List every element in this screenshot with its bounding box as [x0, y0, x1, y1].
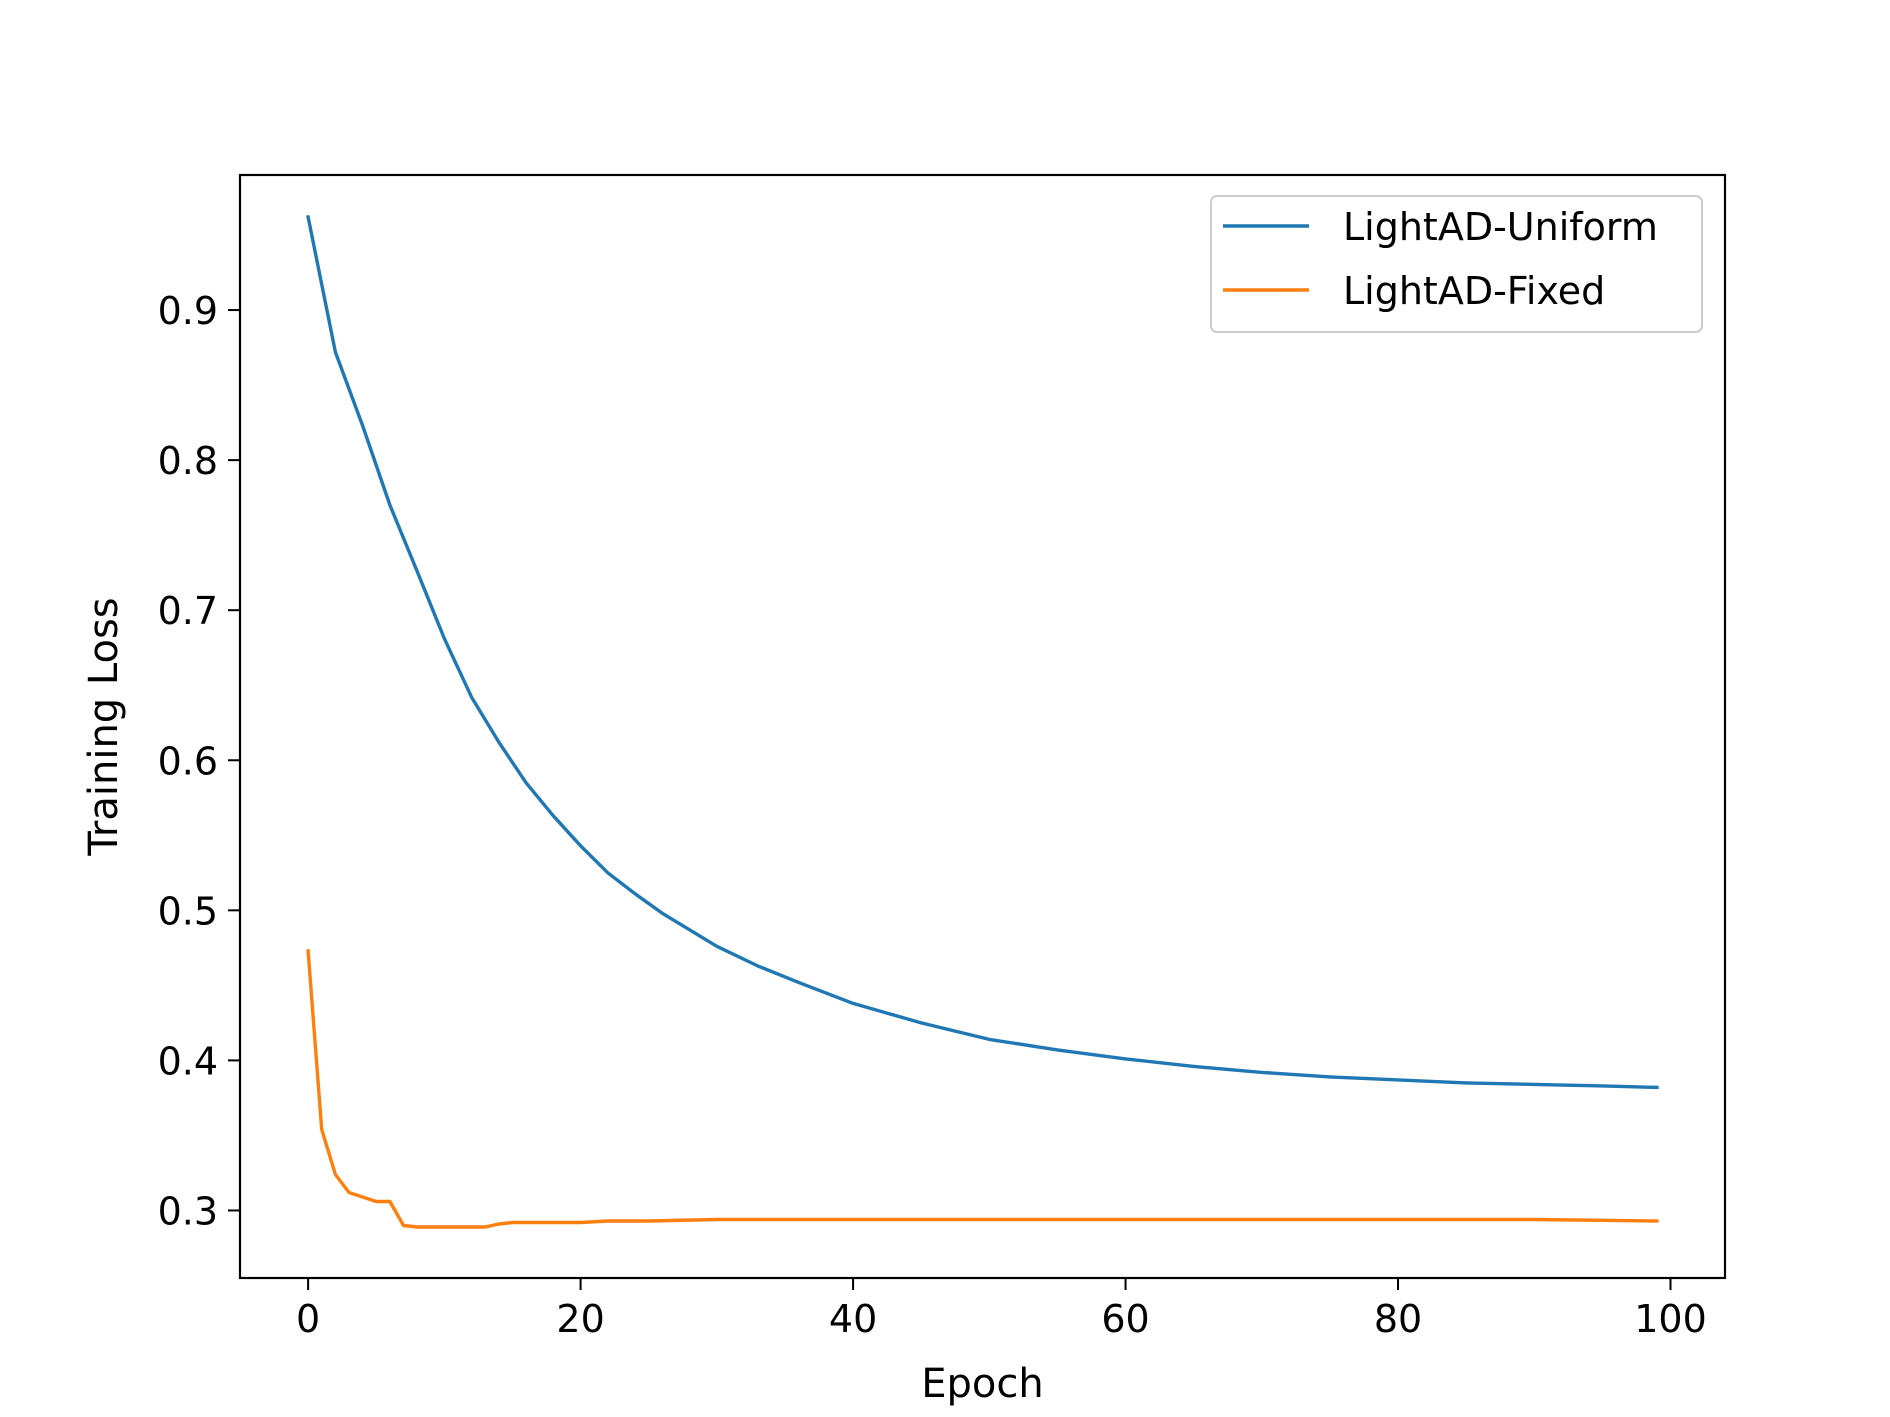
legend: LightAD-Uniform LightAD-Fixed [1210, 195, 1703, 333]
legend-label-lightad-uniform: LightAD-Uniform [1343, 205, 1658, 249]
axes-frame [238, 173, 1727, 1280]
x-axis-label: Epoch [921, 1361, 1043, 1407]
x-tick-label: 60 [1101, 1297, 1149, 1341]
plot-area [238, 173, 1727, 1280]
x-tick-label: 20 [556, 1297, 604, 1341]
x-axis-ticks: 0 20 40 60 80 100 [296, 1278, 1707, 1341]
y-tick-label: 0.3 [158, 1189, 218, 1233]
y-tick-label: 0.6 [158, 739, 218, 783]
x-tick-label: 40 [829, 1297, 877, 1341]
y-tick-label: 0.7 [158, 589, 218, 633]
y-axis-ticks: 0.3 0.4 0.5 0.6 0.7 0.8 0.9 [158, 289, 240, 1233]
y-tick-label: 0.5 [158, 889, 218, 933]
y-tick-label: 0.8 [158, 439, 218, 483]
x-tick-label: 100 [1634, 1297, 1707, 1341]
y-tick-label: 0.4 [158, 1039, 218, 1083]
x-tick-label: 0 [296, 1297, 320, 1341]
series-layer [306, 214, 1659, 1229]
legend-label-lightad-fixed: LightAD-Fixed [1343, 269, 1605, 313]
legend-box [1210, 195, 1703, 333]
x-tick-label: 80 [1374, 1297, 1422, 1341]
y-axis-label: Training Loss [81, 597, 127, 856]
y-tick-label: 0.9 [158, 289, 218, 333]
series-line-lightad-uniform [306, 214, 1659, 1090]
series-line-lightad-fixed [306, 949, 1659, 1229]
